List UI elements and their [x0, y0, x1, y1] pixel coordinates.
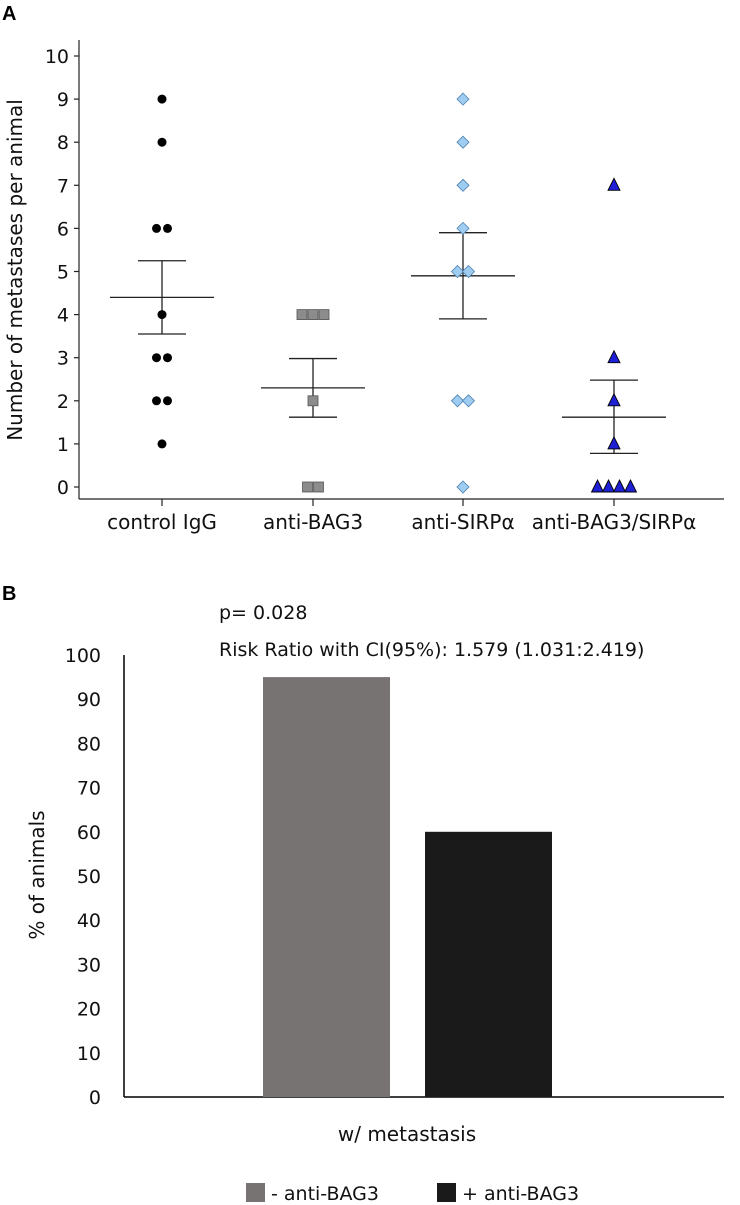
data-point: [307, 309, 319, 321]
legend-swatch: [437, 1183, 456, 1202]
data-point: [163, 396, 172, 406]
data-point: [590, 478, 605, 493]
panel-b-y-tick-label: 100: [65, 645, 101, 667]
panel-b-y-tick-label: 90: [77, 689, 101, 711]
data-point: [152, 353, 161, 363]
data-point: [313, 481, 324, 493]
data-point: [157, 94, 167, 104]
bar: [425, 831, 552, 1097]
data-point: [456, 480, 470, 494]
panel-a-y-tick-label: 2: [57, 391, 69, 413]
panel-a-y-tick-label: 0: [57, 477, 69, 499]
legend-swatch: [246, 1183, 265, 1202]
data-point: [461, 394, 476, 408]
data-point: [607, 392, 621, 407]
panel-b-y-tick-label: 70: [77, 778, 101, 800]
data-point: [318, 309, 330, 321]
data-point: [157, 439, 167, 449]
data-point: [456, 221, 470, 235]
bar: [263, 677, 390, 1097]
p-value-annotation: p= 0.028: [219, 602, 307, 624]
panel-b-y-tick-label: 50: [77, 866, 101, 888]
data-point: [152, 223, 161, 233]
panel-a-scatter: Number of metastases per animal 0 1 2 3 4 5 6 7…: [3, 40, 724, 534]
panel-a-category-label: control IgG: [107, 510, 217, 534]
data-point: [450, 394, 465, 408]
panel-b-y-axis-label: % of animals: [25, 810, 49, 939]
panel-a-y-tick-label: 1: [57, 434, 69, 456]
panel-a-category-label: anti-SIRPα: [411, 510, 514, 534]
data-point: [456, 92, 470, 106]
data-point: [157, 310, 167, 320]
panel-a-label: A: [2, 3, 16, 25]
panel-b-y-tick-label: 30: [77, 954, 101, 976]
data-point: [450, 264, 465, 279]
data-point: [302, 481, 313, 493]
panel-a-category-label: anti-BAG3: [263, 510, 363, 534]
data-point: [612, 478, 627, 493]
data-point: [601, 478, 616, 493]
legend-label: - anti-BAG3: [271, 1183, 379, 1205]
data-point: [456, 135, 470, 149]
panel-a-y-tick-label: 5: [57, 262, 69, 284]
panel-b-y-tick-label: 20: [77, 999, 101, 1021]
panel-a-y-axis-label: Number of metastases per animal: [3, 99, 27, 441]
panel-b-bar-chart: p= 0.028 Risk Ratio with CI(95%): 1.579 …: [25, 602, 724, 1205]
panel-b-label: B: [2, 583, 16, 605]
data-point: [461, 264, 476, 279]
data-point: [307, 395, 319, 407]
panel-b-y-tick-label: 60: [77, 822, 101, 844]
data-point: [296, 309, 308, 321]
panel-a-y-tick-label: 7: [57, 175, 69, 197]
legend-label: + anti-BAG3: [462, 1183, 579, 1205]
panel-a-y-tick-label: 6: [57, 218, 69, 240]
panel-b-y-tick-label: 80: [77, 733, 101, 755]
panel-b-x-axis-label: w/ metastasis: [338, 1122, 476, 1146]
panel-b-y-tick-label: 10: [77, 1043, 101, 1065]
panel-a-y-tick-label: 3: [57, 348, 69, 370]
data-point: [607, 177, 621, 191]
data-point: [456, 178, 470, 192]
panel-a-y-tick-label: 4: [57, 305, 69, 327]
data-point: [152, 396, 161, 406]
panel-b-y-tick-label: 0: [89, 1087, 101, 1109]
panel-b-y-tick-label: 40: [77, 910, 101, 932]
data-point: [607, 349, 621, 364]
risk-ratio-annotation: Risk Ratio with CI(95%): 1.579 (1.031:2.…: [219, 639, 644, 661]
data-point: [623, 478, 638, 493]
panel-a-y-tick-label: 8: [57, 132, 69, 154]
panel-a-y-tick-label: 9: [57, 89, 69, 111]
data-point: [157, 137, 167, 147]
data-point: [607, 435, 621, 450]
data-point: [163, 223, 172, 233]
data-point: [163, 353, 172, 363]
panel-a-category-label: anti-BAG3/SIRPα: [532, 510, 697, 534]
panel-a-y-tick-label: 10: [45, 46, 69, 68]
